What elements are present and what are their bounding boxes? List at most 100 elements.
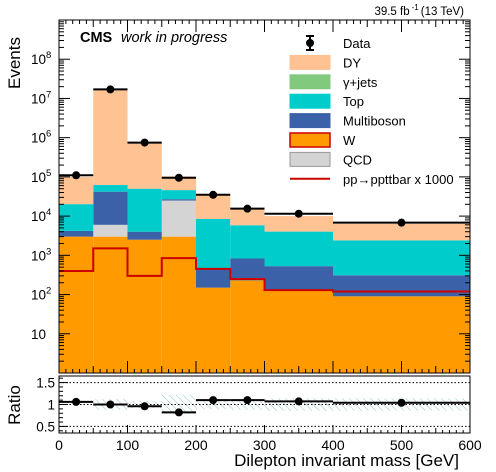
y-tick-label: 107 <box>31 89 51 106</box>
x-tick-label: 200 <box>184 437 208 453</box>
bar-dy-bin-5 <box>230 208 265 226</box>
bar-top-bin-1 <box>93 185 128 192</box>
ratio-y-tick-label: 1.5 <box>36 376 55 391</box>
legend-label-multiboson: Multiboson <box>343 114 406 129</box>
ratio-point-bin-5 <box>243 396 252 405</box>
data-point-bin-2 <box>140 138 149 147</box>
legend-label-qcd: QCD <box>343 152 372 167</box>
y-axis-title: Events <box>5 37 24 89</box>
bar-top-bin-7 <box>333 240 470 276</box>
bar-top-bin-3 <box>161 190 196 200</box>
bar-w-bin-3 <box>161 236 196 373</box>
bar-dy-bin-2 <box>127 142 162 189</box>
ratio-band-bin-5 <box>230 399 265 410</box>
bar-w-bin-6 <box>264 290 333 373</box>
cms-label: CMS <box>80 30 113 46</box>
y-tick-label: 105 <box>31 168 51 185</box>
bar-dy-bin-4 <box>196 195 231 219</box>
bar-dy-bin-7 <box>333 223 470 241</box>
ratio-point-bin-6 <box>294 397 303 406</box>
bar-multiboson-bin-5 <box>230 258 265 281</box>
legend: Data DY γ+jets Top Multiboson W QCD pp→ppttbar … <box>289 35 454 187</box>
x-tick-label: 400 <box>321 437 345 453</box>
work-in-progress-label: work in progress <box>121 30 227 46</box>
ratio-points <box>59 396 470 417</box>
bar-dy-bin-1 <box>93 89 128 186</box>
bar-w-bin-1 <box>93 236 128 373</box>
ratio-axis-title: Ratio <box>5 385 24 425</box>
legend-swatch-w <box>289 132 331 148</box>
x-tick-label: 100 <box>116 437 140 453</box>
legend-label-top: Top <box>343 94 364 109</box>
data-point-bin-7 <box>397 218 406 227</box>
bar-top-bin-4 <box>196 218 231 269</box>
legend-label-pp-ppttbar-x-1000: pp→ppttbar x 1000 <box>343 172 454 187</box>
x-axis: 0 100 200 300 400 500 600 <box>55 20 482 453</box>
main-y-axis: 10 102 103 104 105 106 107 108 <box>31 21 470 374</box>
x-tick-label: 600 <box>458 437 482 453</box>
bar-multiboson-bin-4 <box>196 268 231 288</box>
bar-w-bin-5 <box>230 280 265 373</box>
ratio-y-tick-label: 1 <box>47 398 55 413</box>
y-tick-label: 102 <box>31 286 51 303</box>
ratio-point-bin-1 <box>106 400 115 409</box>
legend-label-data: Data <box>343 36 371 51</box>
bar-w-bin-2 <box>127 239 162 373</box>
bar-multiboson-bin-1 <box>93 191 128 225</box>
legend-swatch-multiboson <box>289 113 331 129</box>
data-point-bin-4 <box>209 190 218 199</box>
ratio-y-axis: 0.5 1 1.5 <box>36 376 68 434</box>
legend-swatch-top <box>289 93 331 109</box>
ratio-point-bin-7 <box>397 398 406 407</box>
y-tick-label: 106 <box>31 129 51 146</box>
legend-label-dy: DY <box>343 55 361 70</box>
bar-w-bin-4 <box>196 287 231 373</box>
legend-label-w: W <box>343 133 356 148</box>
bar-top-bin-5 <box>230 225 265 259</box>
data-points <box>59 85 470 227</box>
ratio-y-tick-label: 0.5 <box>36 419 55 434</box>
data-point-bin-3 <box>174 173 183 182</box>
x-tick-label: 300 <box>253 437 277 453</box>
y-tick-label: 10 <box>31 327 46 342</box>
bar-top-bin-0 <box>59 204 94 231</box>
data-point-bin-6 <box>294 209 303 218</box>
bar-dy-bin-0 <box>59 176 94 205</box>
signal-line <box>59 247 470 293</box>
signal-histogram <box>59 247 470 293</box>
bar-multiboson-bin-7 <box>333 275 470 297</box>
x-axis-title: Dilepton invariant mass [GeV] <box>234 451 459 470</box>
bar-multiboson-bin-6 <box>264 266 333 291</box>
stacked-histogram-bars <box>59 89 470 373</box>
bar-multiboson-bin-2 <box>127 231 162 240</box>
bar-top-bin-6 <box>264 231 333 267</box>
ratio-point-bin-3 <box>174 408 183 417</box>
bar-multiboson-bin-3 <box>161 199 196 201</box>
bar-dy-bin-6 <box>264 216 333 232</box>
legend-swatch-qcd <box>289 151 331 167</box>
legend-data-marker <box>306 39 314 47</box>
bar-qcd-bin-3 <box>161 200 196 237</box>
x-tick-label: 500 <box>390 437 414 453</box>
lumi-label: 39.5 fb -1 (13 TeV) <box>374 3 464 18</box>
ratio-point-bin-4 <box>209 396 218 405</box>
y-tick-label: 103 <box>31 246 51 263</box>
data-point-bin-1 <box>106 85 115 94</box>
ratio-point-bin-2 <box>140 402 149 411</box>
data-point-bin-5 <box>243 204 252 213</box>
bar-multiboson-bin-0 <box>59 230 94 237</box>
y-tick-label: 104 <box>31 207 51 224</box>
bar-top-bin-2 <box>127 188 162 232</box>
bar-w-bin-7 <box>333 296 470 373</box>
legend-swatch-dy <box>289 54 331 70</box>
legend-swatch-jets <box>289 74 331 90</box>
y-tick-label: 108 <box>31 50 51 67</box>
data-point-bin-0 <box>72 171 81 180</box>
legend-label-jets: γ+jets <box>343 75 378 90</box>
ratio-point-bin-0 <box>72 397 81 406</box>
bar-w-bin-0 <box>59 236 94 373</box>
x-tick-label: 0 <box>55 437 63 453</box>
bar-qcd-bin-1 <box>93 224 128 237</box>
bar-dy-bin-3 <box>161 176 196 191</box>
